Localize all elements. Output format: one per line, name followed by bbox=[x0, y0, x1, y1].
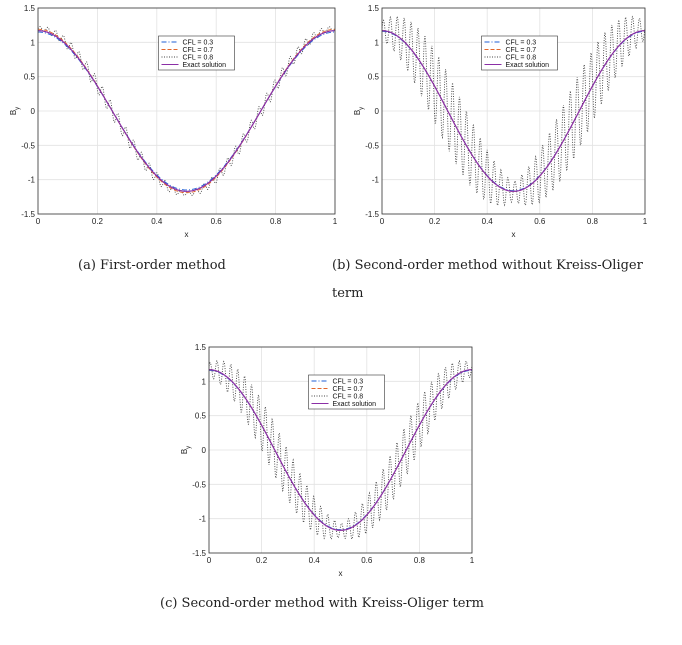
axes-frame bbox=[381, 7, 646, 215]
y-tick-label: -0.5 bbox=[192, 480, 206, 489]
y-axis-label-sub: y bbox=[186, 446, 192, 449]
y-tick-label: 1 bbox=[31, 38, 36, 47]
y-tick-label: 0.5 bbox=[195, 412, 207, 421]
legend-entry-3: Exact solution bbox=[183, 62, 227, 69]
legend-entry-0: CFL = 0.3 bbox=[333, 378, 364, 385]
y-tick-label: 1.5 bbox=[368, 4, 380, 13]
legend-entry-1: CFL = 0.7 bbox=[183, 47, 214, 54]
y-tick-label: 1 bbox=[202, 377, 207, 386]
y-axis-label-sub: y bbox=[359, 107, 365, 110]
caption-b: (b) Second-order method without Kreiss-O… bbox=[332, 258, 643, 301]
x-tick-label: 1 bbox=[470, 556, 475, 565]
y-tick-label: -1.5 bbox=[21, 210, 35, 219]
x-tick-label: 1 bbox=[643, 217, 648, 226]
axes-frame bbox=[37, 7, 336, 215]
x-tick-label: 0.8 bbox=[587, 217, 599, 226]
caption-a: (a) First-order method bbox=[78, 258, 226, 273]
y-tick-label: -0.5 bbox=[365, 141, 379, 150]
y-axis-label: By bbox=[9, 107, 21, 115]
series-line-3 bbox=[209, 369, 472, 531]
y-tick-label: 1.5 bbox=[195, 343, 207, 352]
legend-entry-3: Exact solution bbox=[506, 62, 550, 69]
y-axis-label: By bbox=[180, 446, 192, 454]
caption-c: (c) Second-order method with Kreiss-Olig… bbox=[160, 596, 484, 611]
series-line-3 bbox=[38, 30, 335, 192]
series-line-3 bbox=[382, 30, 645, 192]
y-tick-label: -1 bbox=[199, 515, 207, 524]
legend-entry-2: CFL = 0.8 bbox=[183, 54, 214, 61]
legend-entry-1: CFL = 0.7 bbox=[333, 386, 364, 393]
legend-entry-0: CFL = 0.3 bbox=[183, 39, 214, 46]
chart-c: 0 0.2 0.4 0.6 0.8 1 -1.5 -1 -0.5 0 0.5 1 1.5 x By CFL =… bbox=[180, 343, 475, 578]
x-tick-label: 1 bbox=[333, 217, 338, 226]
axes-frame bbox=[208, 346, 473, 554]
y-tick-label: 0 bbox=[375, 107, 380, 116]
x-axis-label: x bbox=[339, 569, 343, 578]
y-tick-label: -1.5 bbox=[365, 210, 379, 219]
x-axis-label: x bbox=[185, 230, 189, 239]
x-tick-label: 0.8 bbox=[414, 556, 426, 565]
chart-b: 0 0.2 0.4 0.6 0.8 1 -1.5 -1 -0.5 0 0.5 1 1.5 x By CFL =… bbox=[353, 4, 648, 239]
y-tick-label: -1.5 bbox=[192, 549, 206, 558]
x-tick-label: 0 bbox=[380, 217, 385, 226]
y-tick-label: 1.5 bbox=[24, 4, 36, 13]
x-tick-label: 0.4 bbox=[309, 556, 321, 565]
series-line-2 bbox=[209, 359, 472, 541]
x-tick-label: 0 bbox=[207, 556, 212, 565]
x-tick-label: 0.4 bbox=[151, 217, 163, 226]
y-axis-label-sub: y bbox=[15, 107, 21, 110]
series-line-2 bbox=[38, 26, 335, 196]
legend-entry-2: CFL = 0.8 bbox=[506, 54, 537, 61]
x-tick-label: 0.2 bbox=[429, 217, 441, 226]
legend-entry-1: CFL = 0.7 bbox=[506, 47, 537, 54]
legend-entry-0: CFL = 0.3 bbox=[506, 39, 537, 46]
y-tick-label: -1 bbox=[372, 176, 380, 185]
y-tick-label: 1 bbox=[375, 38, 380, 47]
y-tick-label: 0 bbox=[31, 107, 36, 116]
y-tick-label: 0.5 bbox=[24, 73, 36, 82]
x-tick-label: 0.2 bbox=[92, 217, 104, 226]
x-tick-label: 0.8 bbox=[270, 217, 282, 226]
y-tick-label: 0.5 bbox=[368, 73, 380, 82]
x-tick-label: 0 bbox=[36, 217, 41, 226]
y-tick-label: 0 bbox=[202, 446, 207, 455]
y-tick-label: -1 bbox=[28, 176, 36, 185]
x-tick-label: 0.6 bbox=[211, 217, 223, 226]
series-line-2 bbox=[382, 15, 645, 208]
x-tick-label: 0.2 bbox=[256, 556, 268, 565]
x-axis-label: x bbox=[512, 230, 516, 239]
x-tick-label: 0.6 bbox=[361, 556, 373, 565]
y-axis-label: By bbox=[353, 107, 365, 115]
y-tick-label: -0.5 bbox=[21, 141, 35, 150]
x-tick-label: 0.6 bbox=[534, 217, 546, 226]
legend-entry-3: Exact solution bbox=[333, 401, 377, 408]
chart-a: 0 0.2 0.4 0.6 0.8 1 -1.5 -1 -0.5 0 0.5 1 1.5 x By CFL =… bbox=[9, 4, 338, 239]
x-tick-label: 0.4 bbox=[482, 217, 494, 226]
legend-entry-2: CFL = 0.8 bbox=[333, 393, 364, 400]
